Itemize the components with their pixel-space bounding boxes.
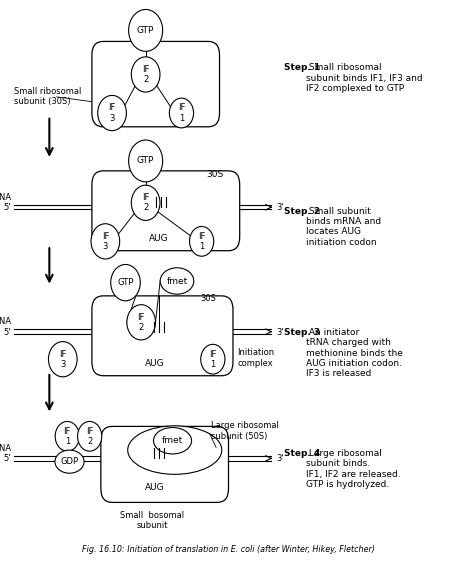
FancyBboxPatch shape — [92, 42, 219, 127]
Text: Step. 4: Step. 4 — [284, 449, 321, 458]
Circle shape — [55, 422, 80, 451]
Circle shape — [48, 342, 77, 377]
Text: fmet: fmet — [166, 277, 188, 285]
Ellipse shape — [160, 268, 194, 294]
Circle shape — [78, 422, 102, 451]
Text: IF
1: IF 1 — [178, 103, 185, 123]
Text: Fig. 16.10: Initiation of translation in E. coli (after Winter, Hikey, Fletcher): Fig. 16.10: Initiation of translation in… — [82, 545, 375, 554]
Text: 5': 5' — [4, 203, 11, 212]
Text: 5': 5' — [4, 328, 11, 337]
Text: IF
2: IF 2 — [138, 312, 145, 332]
Text: AUG: AUG — [145, 359, 165, 368]
Text: An initiator
tRNA charged with
methionine binds the
AUG initiation codon.
IF3 is: An initiator tRNA charged with methionin… — [307, 328, 404, 378]
Ellipse shape — [154, 428, 191, 454]
Circle shape — [91, 224, 120, 259]
Text: Initiation
complex: Initiation complex — [238, 348, 275, 368]
Text: AUG: AUG — [149, 234, 169, 243]
Circle shape — [98, 96, 127, 130]
Circle shape — [111, 265, 140, 301]
Circle shape — [201, 345, 225, 374]
Text: 30S: 30S — [207, 170, 223, 179]
Text: GTP: GTP — [117, 278, 134, 287]
Text: Small ribosomal
subunit (30S): Small ribosomal subunit (30S) — [14, 87, 81, 106]
Text: Large ribosomal
subunit (50S): Large ribosomal subunit (50S) — [211, 421, 278, 441]
Circle shape — [128, 10, 163, 51]
Circle shape — [190, 226, 214, 256]
Circle shape — [170, 98, 194, 128]
Text: IF
2: IF 2 — [142, 193, 149, 212]
Text: IF
1: IF 1 — [209, 350, 217, 369]
Text: IF
1: IF 1 — [198, 232, 205, 251]
Text: Step. 3: Step. 3 — [284, 328, 321, 337]
Text: AUG: AUG — [145, 483, 165, 492]
Text: IF
1: IF 1 — [64, 427, 71, 446]
FancyBboxPatch shape — [92, 171, 239, 251]
Text: 3': 3' — [276, 328, 284, 337]
Text: GTP: GTP — [137, 156, 154, 165]
Text: GDP: GDP — [60, 457, 79, 466]
Ellipse shape — [128, 426, 222, 474]
Text: 3': 3' — [276, 455, 284, 464]
Text: 30S: 30S — [201, 294, 216, 303]
FancyBboxPatch shape — [92, 296, 233, 376]
Text: Small ribosomal
subunit binds IF1, IF3 and
IF2 complexed to GTP: Small ribosomal subunit binds IF1, IF3 a… — [307, 64, 423, 93]
Text: IF
2: IF 2 — [86, 427, 93, 446]
Text: IF
3: IF 3 — [108, 103, 116, 123]
Text: IF
3: IF 3 — [101, 232, 109, 251]
Text: Small  bosomal
subunit: Small bosomal subunit — [120, 511, 185, 530]
Circle shape — [131, 57, 160, 92]
Text: Step. 1: Step. 1 — [284, 64, 321, 72]
Text: mRNA: mRNA — [0, 318, 11, 327]
Circle shape — [128, 140, 163, 182]
Text: GTP: GTP — [137, 26, 154, 35]
Text: Small subunit
binds mRNA and
locates AUG
initiation codon: Small subunit binds mRNA and locates AUG… — [307, 207, 382, 247]
Text: IF
3: IF 3 — [59, 350, 66, 369]
Text: fmet: fmet — [162, 436, 183, 445]
Text: Step. 2: Step. 2 — [284, 207, 321, 216]
Text: IF
2: IF 2 — [142, 65, 149, 84]
Text: mRNA: mRNA — [0, 444, 11, 453]
Text: mRNA: mRNA — [0, 193, 11, 202]
Text: 5': 5' — [4, 455, 11, 464]
Circle shape — [131, 185, 160, 220]
Text: 3': 3' — [276, 203, 284, 212]
Text: Large ribosomal
subunit binds.
IF1, IF2 are released.
GTP is hydrolyzed.: Large ribosomal subunit binds. IF1, IF2 … — [307, 449, 401, 489]
FancyBboxPatch shape — [101, 427, 228, 502]
Circle shape — [127, 305, 155, 340]
Ellipse shape — [55, 450, 84, 473]
